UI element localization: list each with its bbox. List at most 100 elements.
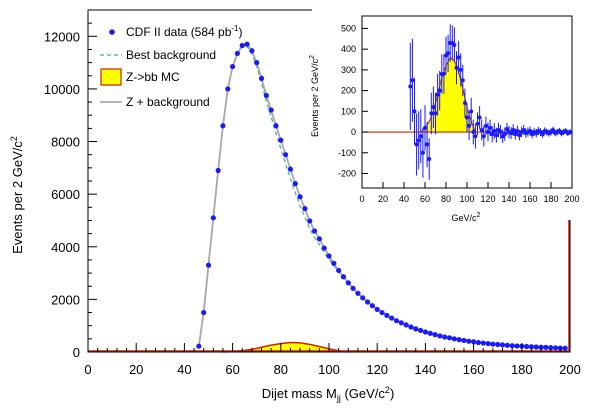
main-data-point (446, 335, 453, 341)
inset-x-tick-label: 0 (359, 194, 364, 204)
main-data-point (466, 338, 472, 344)
main-data-point (244, 41, 250, 47)
inset-data-point (435, 92, 440, 97)
main-data-point (543, 344, 549, 350)
main-data-point (437, 333, 443, 339)
main-data-point (389, 315, 395, 321)
legend-item-zplusbg: Z + background (100, 95, 210, 109)
legend-label-zbb: Z->bb MC (126, 70, 180, 84)
main-data-point (350, 285, 356, 291)
main-data-point (422, 329, 428, 335)
inset-data-point (567, 130, 572, 135)
inset-data-point (456, 55, 461, 60)
main-y-tick-label: 12000 (44, 29, 80, 44)
main-data-point (475, 339, 482, 346)
main-data-points (196, 41, 568, 351)
legend-item-zbb: Z->bb MC (100, 68, 180, 86)
main-data-point (254, 60, 260, 66)
inset-data-point (454, 65, 459, 70)
main-data-point (225, 86, 231, 92)
inset-data-point (410, 78, 415, 83)
main-data-point (528, 344, 535, 350)
main-data-point (524, 343, 530, 350)
main-data-point (393, 318, 400, 324)
main-x-tick-label: 0 (84, 362, 91, 377)
inset-x-tick-label: 80 (441, 194, 451, 204)
main-y-axis-label: Events per 2 GeV/c2 (9, 136, 25, 254)
main-data-point (196, 343, 202, 349)
inset-data-point (416, 138, 421, 143)
inset-data-point (504, 126, 509, 131)
main-x-tick-label: 100 (318, 362, 340, 377)
main-data-point (442, 334, 448, 340)
main-data-point (480, 340, 486, 346)
main-data-point (490, 341, 496, 347)
inset-data-point (551, 127, 556, 132)
inset-data-point (437, 88, 442, 93)
main-data-point (326, 253, 332, 259)
inset-data-point (517, 133, 522, 138)
legend-item-data: CDF II data (584 pb-1) (109, 24, 243, 39)
inset-y-ticks: -200 -100 0 100 200 300 400 500 (338, 23, 368, 178)
inset-data-point (427, 156, 432, 161)
main-data-point (408, 324, 414, 330)
inset-y-tick-label: 300 (341, 65, 356, 75)
main-data-point (287, 166, 294, 172)
inset-data-point (467, 123, 472, 128)
main-data-point (210, 215, 216, 221)
main-data-point (374, 306, 380, 312)
inset-x-tick-label: 120 (480, 194, 495, 204)
main-zbb-fill (222, 342, 349, 352)
inset-x-tick-label: 40 (399, 194, 409, 204)
main-data-point (562, 345, 568, 351)
inset-x-tick-label: 20 (378, 194, 388, 204)
main-data-point (201, 309, 207, 316)
inset-y-axis-label: Events per 2 GeV/c2 (309, 55, 320, 137)
inset-y-tick-label: 100 (341, 106, 356, 116)
inset-x-ticks: 0 20 40 60 80 100 120 140 160 180 200 (359, 182, 580, 204)
main-data-point (417, 327, 424, 334)
inset-data-point (492, 129, 497, 134)
inset-data-point (408, 84, 413, 89)
main-x-tick-label: 180 (511, 362, 533, 377)
main-x-tick-label: 140 (415, 362, 437, 377)
main-data-point (263, 92, 269, 99)
inset-data-point (429, 111, 434, 116)
main-data-point (215, 167, 221, 174)
main-data-point (297, 194, 303, 200)
legend-item-background: Best background (100, 48, 216, 62)
main-data-point (364, 299, 371, 305)
main-data-point (311, 228, 318, 234)
main-data-point (336, 267, 342, 274)
main-data-point (504, 342, 510, 348)
legend-marker-data (109, 29, 115, 35)
inset-data-point (433, 111, 438, 116)
inset-y-tick-label: 500 (341, 23, 356, 33)
main-data-point (205, 262, 212, 268)
main-data-point (234, 50, 241, 57)
legend-marker-zbb (100, 68, 122, 86)
main-x-tick-label: 200 (559, 362, 581, 377)
inset-data-point (441, 72, 446, 77)
inset-plot: 0 20 40 60 80 100 120 140 160 180 200 -200 -100 0 100… (309, 8, 580, 223)
main-data-point (355, 290, 361, 296)
main-data-point (220, 123, 226, 129)
main-x-tick-label: 120 (366, 362, 388, 377)
inset-data-point (494, 133, 499, 138)
main-data-point (548, 345, 554, 351)
main-data-point (413, 326, 419, 332)
inset-y-tick-label: 0 (351, 127, 356, 137)
inset-data-point (458, 67, 463, 72)
inset-data-point (469, 109, 474, 114)
main-x-tick-label: 80 (274, 362, 288, 377)
main-data-point (369, 303, 375, 309)
main-data-point (432, 332, 438, 338)
inset-x-tick-label: 180 (543, 194, 558, 204)
inset-data-point (479, 127, 484, 132)
main-data-point (345, 280, 351, 286)
inset-data-point (414, 142, 419, 147)
inset-x-tick-label: 140 (501, 194, 516, 204)
main-data-point (461, 337, 467, 344)
inset-x-tick-label: 60 (420, 194, 430, 204)
main-x-tick-label: 60 (225, 362, 239, 377)
